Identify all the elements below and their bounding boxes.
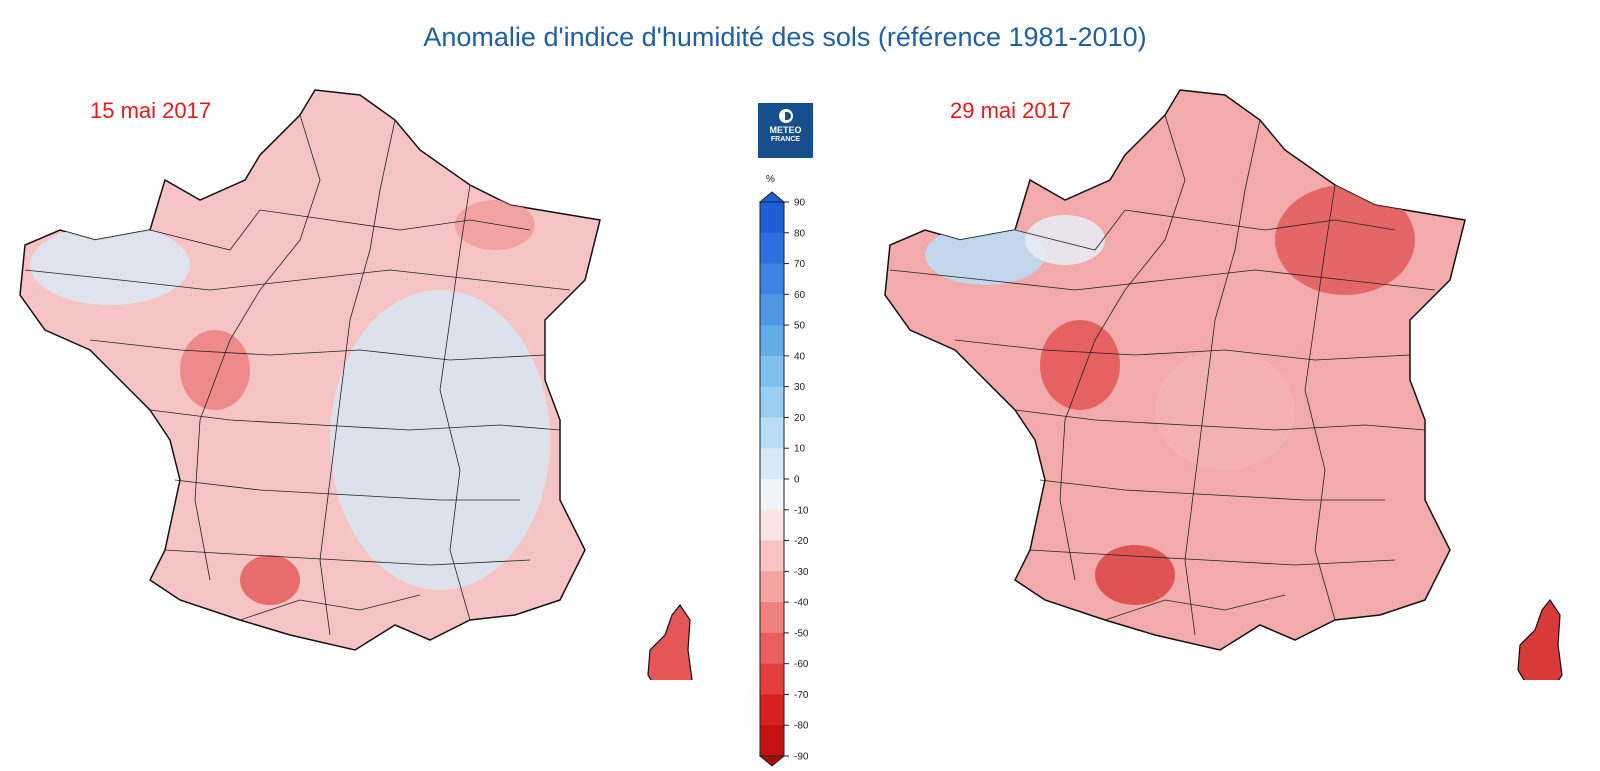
corsica-left: [647, 603, 693, 680]
department-borders-right: [889, 114, 1436, 636]
legend-tick-label: 80: [794, 228, 806, 239]
legend-tick-label: -90: [794, 752, 809, 763]
legend-tick-label: 0: [794, 475, 800, 486]
legend-tick-label: 90: [794, 198, 806, 209]
legend-band: [760, 632, 784, 665]
region-bretagne-right: [925, 225, 1045, 285]
legend-tick-label: -60: [794, 659, 809, 670]
france-map-right: [884, 89, 1563, 680]
legend-tick-label: 40: [794, 351, 806, 362]
legend-tick-label: -40: [794, 598, 809, 609]
legend-tick-label: 10: [794, 444, 806, 455]
region-midi-left: [240, 555, 300, 605]
legend-band: [760, 571, 784, 603]
legend-tick-label: -20: [794, 536, 809, 547]
legend-tick-label: -50: [794, 628, 809, 639]
legend-tick-label: -70: [794, 690, 809, 701]
region-centre-est-left: [330, 290, 550, 590]
region-poitou-left: [180, 330, 250, 410]
legend-band: [760, 479, 784, 511]
color-legend: % 90 80 70 60 50 40 30 20 10 0 -10 -20 -30 -40 -50 -60 -…: [758, 174, 809, 767]
logo-line1: METEO: [769, 125, 802, 135]
legend-band: [760, 663, 784, 695]
region-nordest-left: [455, 200, 535, 250]
legend-band: [760, 232, 784, 265]
legend-band: [760, 355, 784, 388]
legend-band: [760, 294, 784, 326]
legend-band: [760, 325, 784, 357]
meteo-france-emblem-icon: [778, 109, 793, 123]
legend-band: [760, 509, 784, 542]
legend-tick-label: -10: [794, 505, 809, 516]
legend-band: [760, 386, 784, 418]
legend-tick-label: 60: [794, 290, 806, 301]
region-bretagne-left: [30, 225, 190, 305]
department-borders-left: [24, 114, 571, 636]
region-normandie-right: [1025, 215, 1105, 265]
legend-tick-label: 20: [794, 413, 806, 424]
meteo-france-logo: METEO FRANCE: [758, 103, 813, 158]
legend-tick-label: 50: [794, 321, 806, 332]
legend-tick-label: -80: [794, 721, 809, 732]
legend-unit: %: [766, 174, 775, 185]
legend-band: [760, 725, 784, 757]
legend-band: [760, 448, 784, 480]
legend-bottom-arrow: [758, 755, 786, 767]
legend-tick-label: -30: [794, 567, 809, 578]
legend-tick-label: 70: [794, 259, 806, 270]
region-poitou-right: [1040, 320, 1120, 410]
legend-band: [760, 202, 784, 234]
legend-top-arrow: [758, 191, 786, 203]
legend-band: [760, 263, 784, 295]
region-midi-right: [1095, 545, 1175, 605]
map-title: Anomalie d'indice d'humidité des sols (r…: [423, 22, 1147, 52]
corsica-right: [1517, 598, 1563, 680]
legend-band: [760, 602, 784, 634]
legend-band: [760, 540, 784, 572]
legend-band: [760, 694, 784, 726]
legend-bands: [758, 191, 786, 767]
date-label-left: 15 mai 2017: [90, 98, 212, 123]
region-nordest-right: [1275, 185, 1415, 295]
legend-tick-label: 30: [794, 382, 806, 393]
legend-ticks: 90 80 70 60 50 40 30 20 10 0 -10 -20 -30 -40 -50 -60 -70…: [784, 198, 809, 763]
france-map-left: [19, 89, 693, 680]
legend-band: [760, 417, 784, 449]
logo-line2: FRANCE: [770, 136, 801, 143]
date-label-right: 29 mai 2017: [950, 98, 1072, 123]
region-centre-right: [1155, 350, 1295, 470]
